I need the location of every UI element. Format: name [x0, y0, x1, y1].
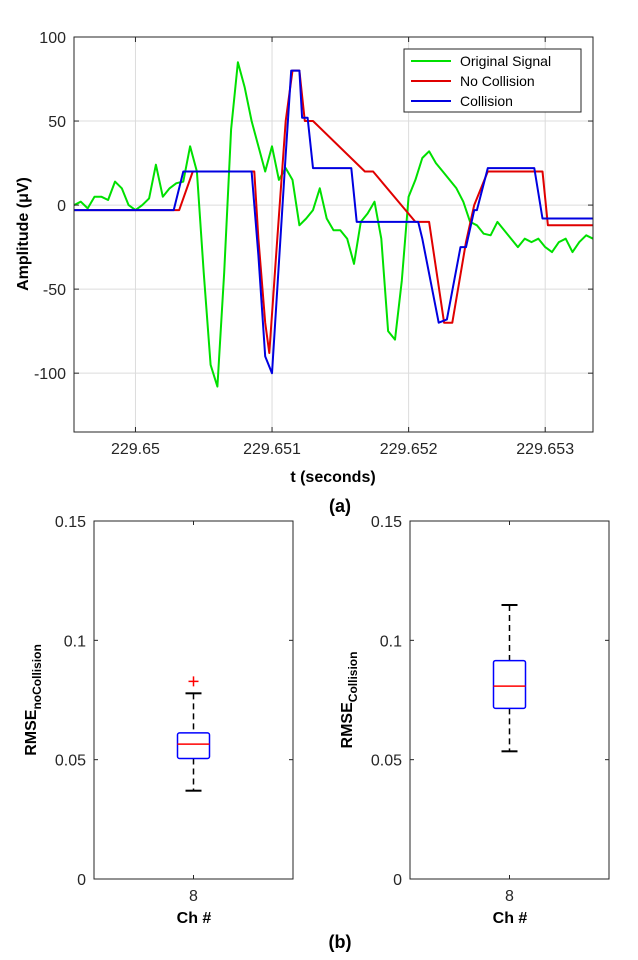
y-tick-label: 100 [39, 30, 66, 47]
iqr-box [492, 659, 527, 710]
y-tick-label: -50 [43, 282, 66, 299]
y-axis-label-a: Amplitude (μV) [15, 177, 32, 291]
axes-box-a [73, 36, 594, 433]
x-axis-label-a: t (seconds) [290, 469, 375, 486]
y-tick-label: 50 [48, 114, 66, 131]
y-tick-label: 0 [57, 198, 66, 215]
series-line-collision [74, 69, 593, 375]
y-axis-label-b2: RMSECollision [339, 652, 360, 749]
box-plot-collision: 0 0.05 0.1 0.15 8 Ch # RMSECollision [339, 514, 610, 927]
x-axis-label-b2: Ch # [493, 910, 528, 927]
y-tick-label: 0.15 [371, 514, 402, 531]
x-tick-label: 229.651 [243, 441, 301, 458]
y-tick-label: 0.15 [55, 514, 86, 531]
x-tick-label: 229.652 [380, 441, 438, 458]
panel-caption-b: (b) [329, 932, 352, 952]
y-tick-label: 0.1 [64, 633, 86, 650]
signal-line-chart: 229.65 229.651 229.652 229.653 100 50 0 -50 -100… [15, 30, 594, 516]
y-tick-label: 0.05 [55, 753, 86, 770]
panel-caption-a: (a) [329, 496, 351, 516]
x-tick-label: 8 [505, 888, 514, 905]
y-tick-label: 0.1 [380, 633, 402, 650]
y-tick-label: 0.05 [371, 753, 402, 770]
x-tick-label: 8 [189, 888, 198, 905]
iqr-box [176, 732, 211, 760]
outlier-marker [188, 676, 199, 687]
legend-label-no-collision: No Collision [460, 73, 535, 89]
series-line-original-signal [73, 61, 594, 388]
x-axis-label-b1: Ch # [177, 910, 212, 927]
legend-label-original-signal: Original Signal [460, 53, 551, 69]
y-tick-label: 0 [77, 872, 86, 889]
legend: Original Signal No Collision Collision [403, 48, 582, 113]
axes-box-b1 [93, 520, 294, 880]
y-tick-label: 0 [393, 872, 402, 889]
x-tick-label: 229.653 [516, 441, 574, 458]
series-line-no-collision [74, 69, 593, 354]
y-axis-label-b1: RMSEnoCollision [23, 644, 44, 756]
y-tick-label: -100 [34, 366, 66, 383]
x-tick-label: 229.65 [111, 441, 160, 458]
legend-label-collision: Collision [460, 93, 513, 109]
box-plot-no-collision: 0 0.05 0.1 0.15 8 Ch # RMSEnoCollision [23, 514, 294, 927]
